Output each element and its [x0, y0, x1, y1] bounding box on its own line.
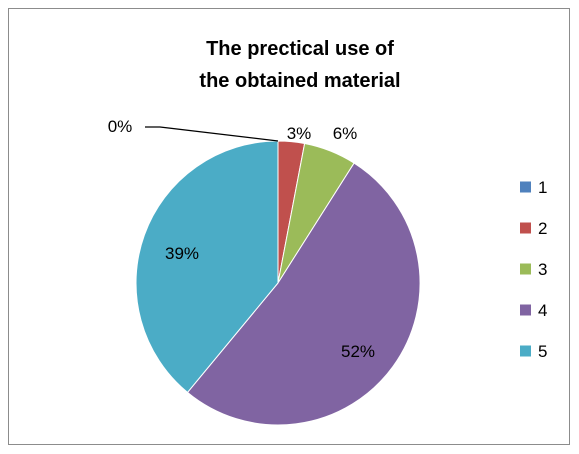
- legend-swatch-2: [520, 222, 531, 234]
- legend-swatch-5: [520, 345, 531, 357]
- legend-label-5: 5: [538, 342, 547, 361]
- legend-label-1: 1: [538, 178, 547, 197]
- legend-label-2: 2: [538, 219, 547, 238]
- pie-slice-4: [186, 162, 421, 426]
- legend-label-4: 4: [538, 301, 547, 320]
- pie-slices: [135, 140, 421, 426]
- data-label-5: 39%: [165, 244, 199, 263]
- chart-title-line-1: The prectical use of: [206, 38, 394, 60]
- legend-swatch-1: [520, 181, 531, 193]
- data-labels: 0% 3% 6% 52% 39%: [108, 117, 375, 361]
- data-label-2: 3%: [287, 124, 312, 143]
- legend: 1 2 3 4 5: [520, 178, 547, 361]
- legend-swatch-4: [520, 304, 531, 316]
- legend-label-3: 3: [538, 260, 547, 279]
- data-label-3: 6%: [333, 124, 358, 143]
- data-label-1: 0%: [108, 117, 133, 136]
- pie-slice-5: [135, 140, 279, 394]
- data-label-4: 52%: [341, 342, 375, 361]
- chart-title-line-2: the obtained material: [199, 70, 400, 92]
- leader-line-1: [145, 126, 279, 142]
- legend-swatch-3: [520, 263, 531, 275]
